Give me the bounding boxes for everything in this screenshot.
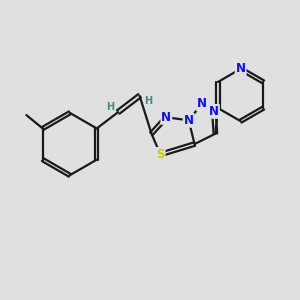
Text: H: H [106, 102, 114, 112]
Text: N: N [197, 98, 207, 110]
Text: N: N [236, 62, 246, 75]
Text: N: N [184, 114, 194, 127]
Text: N: N [209, 105, 219, 118]
Text: H: H [144, 96, 152, 106]
Text: S: S [156, 148, 165, 161]
Text: N: N [161, 111, 171, 124]
